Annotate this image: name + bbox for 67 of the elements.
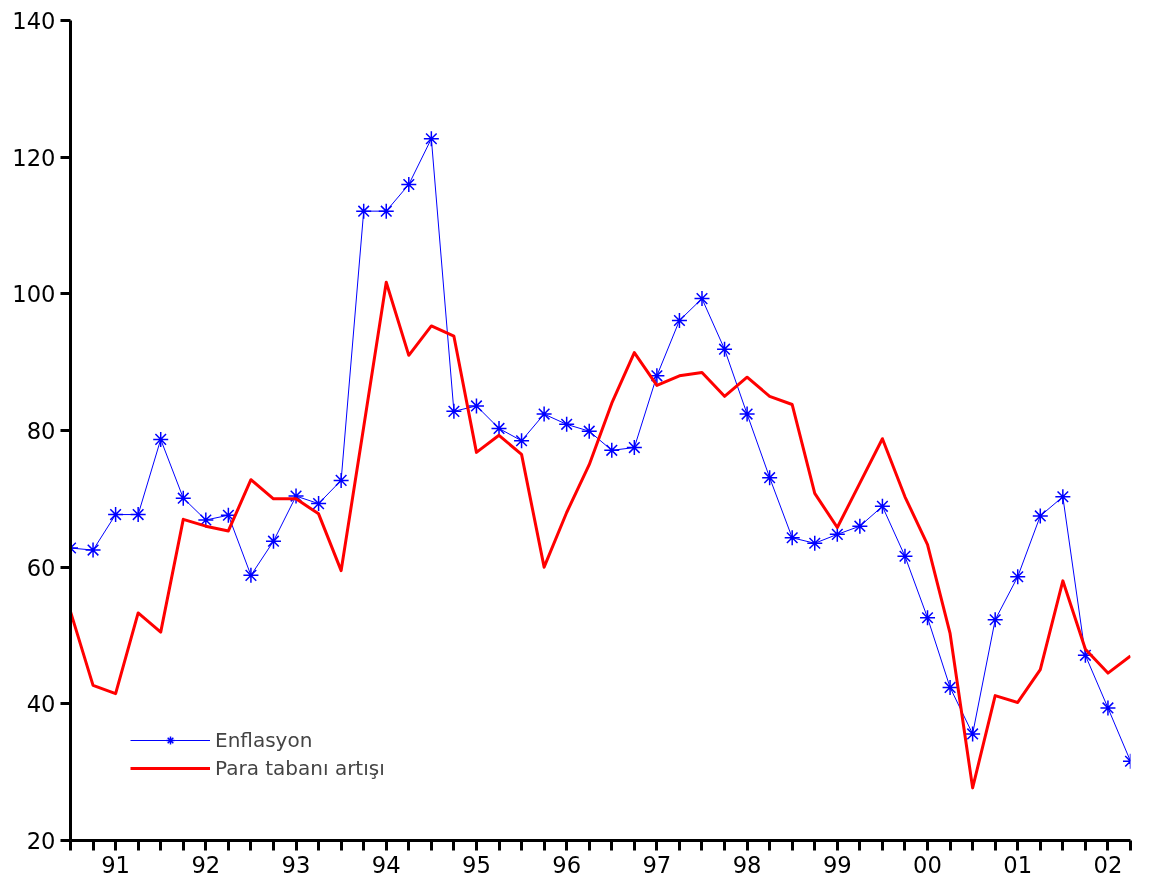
x-tick-label: 97 (642, 851, 672, 878)
point (310, 495, 327, 512)
point (445, 403, 463, 420)
point (1009, 568, 1026, 585)
point (535, 405, 553, 423)
point (580, 422, 598, 440)
point (986, 611, 1004, 629)
point (603, 442, 621, 459)
point (220, 506, 237, 524)
point (400, 176, 418, 193)
point (242, 567, 260, 584)
point (468, 397, 485, 415)
point (671, 312, 688, 329)
point (716, 340, 733, 358)
point (129, 506, 147, 523)
point (513, 432, 530, 449)
line-series (70, 280, 1131, 790)
point (197, 511, 215, 529)
point (851, 517, 869, 535)
x-tick-label: 99 (822, 851, 852, 878)
point (332, 472, 350, 489)
point (84, 541, 102, 559)
x-tick-label: 02 (1093, 851, 1123, 878)
point (738, 405, 756, 423)
point (693, 290, 711, 307)
point (806, 535, 824, 552)
point (287, 487, 305, 505)
y-tick-label: 100 (12, 281, 56, 308)
point (783, 529, 801, 547)
point (490, 420, 508, 437)
x-tick-label: 91 (101, 851, 131, 878)
point (1032, 507, 1049, 525)
point (107, 506, 124, 523)
point (874, 498, 891, 515)
x-tick-label: 95 (462, 851, 491, 878)
point (964, 725, 981, 743)
point (896, 547, 914, 565)
point (423, 130, 440, 147)
x-tick-label: 94 (371, 851, 401, 878)
point (265, 532, 282, 550)
point (1077, 647, 1094, 664)
x-tick-label: 92 (191, 851, 221, 878)
x-tick-label: 98 (732, 851, 762, 878)
point (941, 679, 959, 696)
legend-label: Para tabanı artışı (215, 756, 385, 780)
x-tick-label: 01 (1003, 851, 1033, 878)
x-tick-label: 93 (281, 851, 311, 878)
y-tick-label: 40 (26, 691, 56, 718)
point (377, 202, 395, 220)
point (1099, 699, 1117, 717)
point (919, 609, 936, 626)
legend-label: Enflasyon (215, 728, 313, 752)
point (761, 469, 778, 486)
x-tick-label: 00 (913, 851, 942, 878)
point (558, 416, 575, 433)
point (175, 489, 192, 507)
point (355, 202, 372, 220)
point (1054, 488, 1072, 506)
x-tick-label: 96 (552, 851, 582, 878)
point (152, 431, 169, 448)
point (829, 526, 846, 543)
y-tick-label: 140 (12, 8, 56, 34)
y-tick-label: 120 (12, 144, 56, 171)
y-tick-label: 60 (26, 554, 56, 581)
point (626, 439, 643, 456)
y-tick-label: 80 (26, 418, 56, 444)
y-tick-label: 20 (26, 828, 56, 854)
